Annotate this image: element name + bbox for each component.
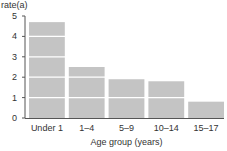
x-tick-label: 10–14 (154, 123, 179, 133)
bar (148, 81, 184, 118)
x-axis (25, 118, 224, 119)
x-tick-label: 1–4 (79, 123, 94, 133)
y-tick (22, 97, 25, 98)
y-tick-label: 0 (12, 113, 17, 123)
grid-line (25, 77, 224, 78)
y-tick (22, 77, 25, 78)
chart-container: 0 1 2 3 4 5 Under 1 1–4 5–9 10–14 15–17 rate(a) Age … (0, 0, 227, 151)
y-tick-label: 5 (12, 11, 17, 21)
chart-svg: 0 1 2 3 4 5 Under 1 1–4 5–9 10–14 15–17 rate(a) Age … (0, 0, 227, 151)
y-tick (22, 56, 25, 57)
grid-line (25, 56, 224, 57)
y-tick-label: 4 (12, 31, 17, 41)
x-tick-label: 5–9 (119, 123, 134, 133)
y-axis (25, 16, 26, 118)
bar (109, 79, 145, 118)
grid-line (25, 15, 224, 16)
y-tick (22, 16, 25, 17)
y-tick-label: 3 (12, 52, 17, 62)
grid-line (25, 97, 224, 98)
x-tick-label: 15–17 (194, 123, 219, 133)
y-tick (22, 36, 25, 37)
x-axis-label: Age group (years) (90, 137, 162, 147)
y-tick-label: 1 (12, 93, 17, 103)
grid-line (25, 36, 224, 37)
bar (69, 67, 105, 118)
y-tick-label: 2 (12, 72, 17, 82)
y-tick (22, 118, 25, 119)
x-tick-label: Under 1 (31, 123, 63, 133)
y-axis-label: rate(a) (1, 0, 28, 10)
bar (188, 102, 224, 118)
